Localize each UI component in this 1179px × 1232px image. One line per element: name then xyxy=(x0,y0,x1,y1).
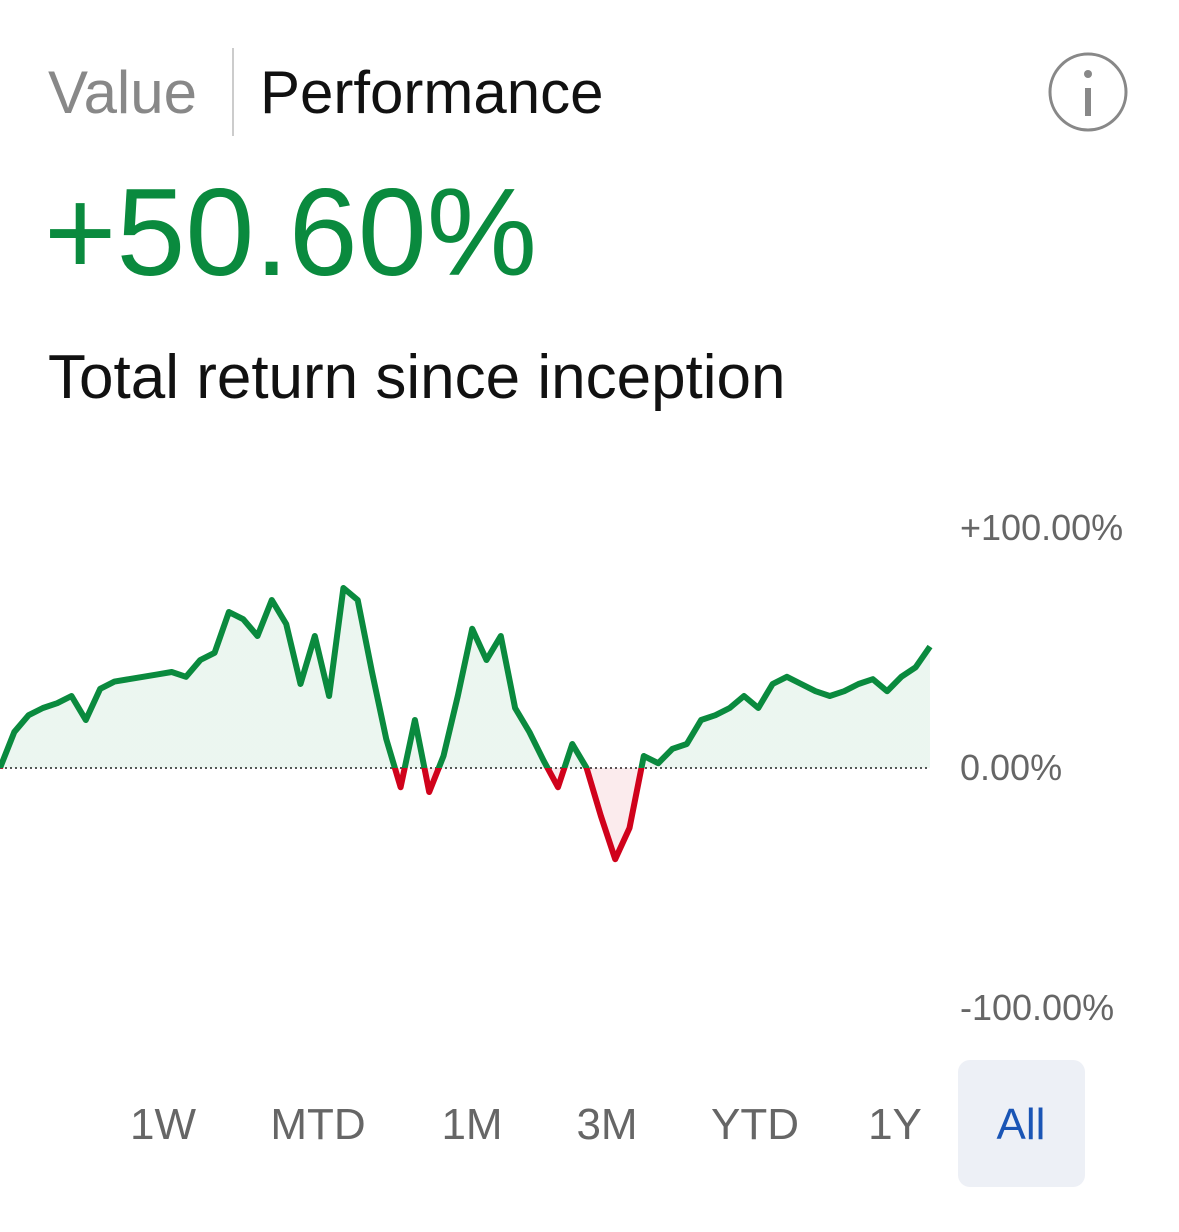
y-tick-label: -100.00% xyxy=(960,987,1114,1028)
tab-value[interactable]: Value xyxy=(48,59,197,126)
subtitle: Total return since inception xyxy=(48,343,786,412)
range-button[interactable]: 1W xyxy=(130,1100,196,1149)
y-tick-label: +100.00% xyxy=(960,507,1123,548)
y-tick-label: 0.00% xyxy=(960,747,1062,788)
area xyxy=(0,588,930,860)
info-dot xyxy=(1084,70,1092,78)
info-stem xyxy=(1085,88,1091,116)
line xyxy=(0,585,933,863)
info-circle xyxy=(1048,52,1128,132)
range-button[interactable]: 1Y xyxy=(868,1100,922,1149)
range-button[interactable]: YTD xyxy=(711,1100,799,1149)
range-button[interactable]: 3M xyxy=(576,1100,637,1149)
tab-performance[interactable]: Performance xyxy=(260,59,603,126)
selected-range-bg xyxy=(958,1060,1085,1187)
range-button[interactable]: All xyxy=(997,1100,1046,1149)
headline: +50.60% xyxy=(44,164,537,302)
range-button[interactable]: MTD xyxy=(270,1100,365,1149)
range-button[interactable]: 1M xyxy=(441,1100,502,1149)
info-button[interactable] xyxy=(1048,52,1128,132)
